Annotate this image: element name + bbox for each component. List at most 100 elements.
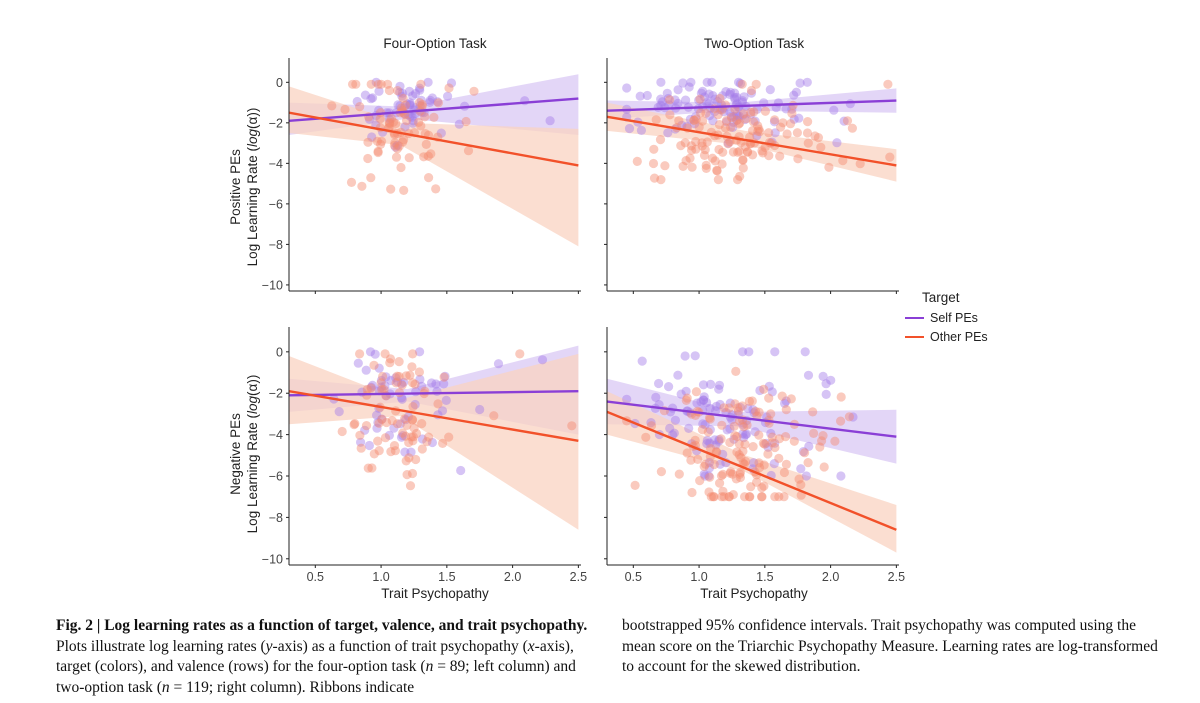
other-point [836,416,846,426]
y-tick-label: −2 [269,116,283,130]
self-point [680,351,690,361]
other-point [363,463,373,473]
other-point [734,450,744,460]
other-point [429,112,439,122]
self-point [398,431,408,441]
self-point [707,77,717,87]
row-label-negative: Negative PEs Log Learning Rate (log(α)) [228,375,260,534]
self-point [395,419,405,429]
self-point [656,77,666,87]
other-point [767,432,777,442]
other-point [733,175,743,185]
other-point [717,492,727,502]
self-point [690,119,700,129]
other-point [417,99,427,110]
self-point [360,90,370,100]
self-point [725,89,735,99]
other-point [408,436,418,446]
self-point [454,119,464,129]
other-point [419,152,429,162]
other-point [786,394,796,404]
other-point [725,137,735,147]
other-fit-line [289,111,579,167]
self-point [755,385,765,396]
panel-four-option-positive: 0 −2 −4 −6 −8 −10 [262,58,581,294]
other-point [695,476,705,486]
other-point [379,385,389,395]
other-point [389,441,400,451]
self-point [705,403,715,413]
other-point [399,135,409,145]
self-point [795,78,805,88]
other-point [376,139,386,149]
other-point [842,116,853,126]
x-tick-label: 0.5 [625,570,642,584]
other-point [676,141,686,151]
self-point [699,469,709,479]
self-point [839,116,849,126]
self-point [715,399,725,410]
other-point [764,393,774,403]
other-point [426,149,436,159]
self-point [410,399,420,410]
other-point [439,372,449,382]
other-point [411,454,421,465]
self-point [423,77,433,87]
self-point [624,123,635,134]
self-points [622,347,858,481]
other-point [774,434,785,444]
other-point [424,173,434,183]
other-point [742,147,753,157]
other-point [386,184,396,194]
self-point [735,78,746,89]
self-point [770,438,780,448]
other-point [770,442,780,453]
other-point [408,402,418,412]
self-point [705,111,715,121]
other-point [678,161,688,171]
self-point [427,93,437,103]
self-point [739,433,749,443]
self-point [417,434,427,444]
caption-text: Plots illustrate log learning rates ( [56,637,266,655]
other-point [391,378,401,388]
other-point [355,349,365,359]
other-point [719,403,729,413]
self-point [408,91,418,101]
self-point [367,380,378,390]
other-point [414,367,424,377]
other-point [734,439,744,449]
other-point [815,442,825,452]
self-point [690,351,700,361]
other-point [752,477,762,487]
other-point [781,459,792,469]
self-point [657,97,668,107]
self-point [364,440,374,451]
other-point [682,393,692,403]
other-point [363,153,373,164]
other-point [819,462,829,472]
other-point [792,128,803,138]
self-point [656,94,666,104]
self-point [722,425,732,435]
other-point [695,94,705,104]
other-point [397,380,407,390]
other-point [793,154,803,164]
self-point [654,378,664,389]
other-point [374,418,384,428]
other-point [404,453,414,463]
self-point [427,378,437,388]
self-point [673,85,683,95]
other-point [691,387,702,397]
other-point [350,419,360,429]
self-point [704,463,715,473]
self-point [821,379,831,389]
other-point [423,151,433,161]
self-point [334,407,344,417]
other-point [689,115,699,125]
other-point [414,98,425,108]
self-point [725,87,736,97]
other-point [391,119,401,129]
legend: Target Self PEs Other PEs [905,290,988,344]
self-point [738,429,748,439]
